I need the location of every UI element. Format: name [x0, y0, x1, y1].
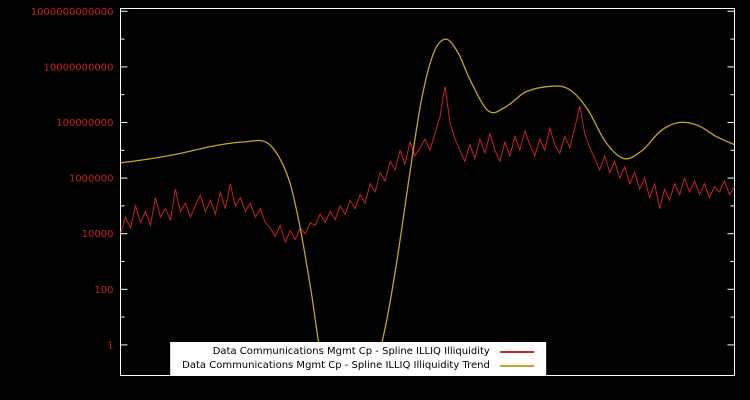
legend: Data Communications Mgmt Cp - Spline ILL… — [170, 342, 546, 376]
illiquidity-line — [120, 86, 735, 244]
legend-row-illiquidity: Data Communications Mgmt Cp - Spline ILL… — [182, 345, 534, 358]
legend-label-illiquidity: Data Communications Mgmt Cp - Spline ILL… — [212, 346, 490, 357]
y-tick-label: 1 — [107, 340, 113, 351]
legend-label-trend: Data Communications Mgmt Cp - Spline ILL… — [182, 360, 490, 371]
legend-row-trend: Data Communications Mgmt Cp - Spline ILL… — [182, 359, 534, 372]
y-tick-label: 10000000000 — [44, 62, 114, 73]
series-group — [120, 38, 735, 376]
trend-line — [120, 38, 735, 376]
y-tick-label: 100000000 — [56, 118, 113, 129]
legend-sample-trend-line — [499, 364, 534, 367]
y-tick-label: 10000 — [82, 229, 114, 240]
y-tick-label: 1000000 — [69, 174, 114, 185]
y-tick-label: 100 — [94, 285, 113, 296]
plot-border — [120, 8, 735, 376]
y-tick-label: 1000000000000 — [31, 7, 114, 18]
legend-sample-illiquidity-line — [499, 350, 534, 353]
